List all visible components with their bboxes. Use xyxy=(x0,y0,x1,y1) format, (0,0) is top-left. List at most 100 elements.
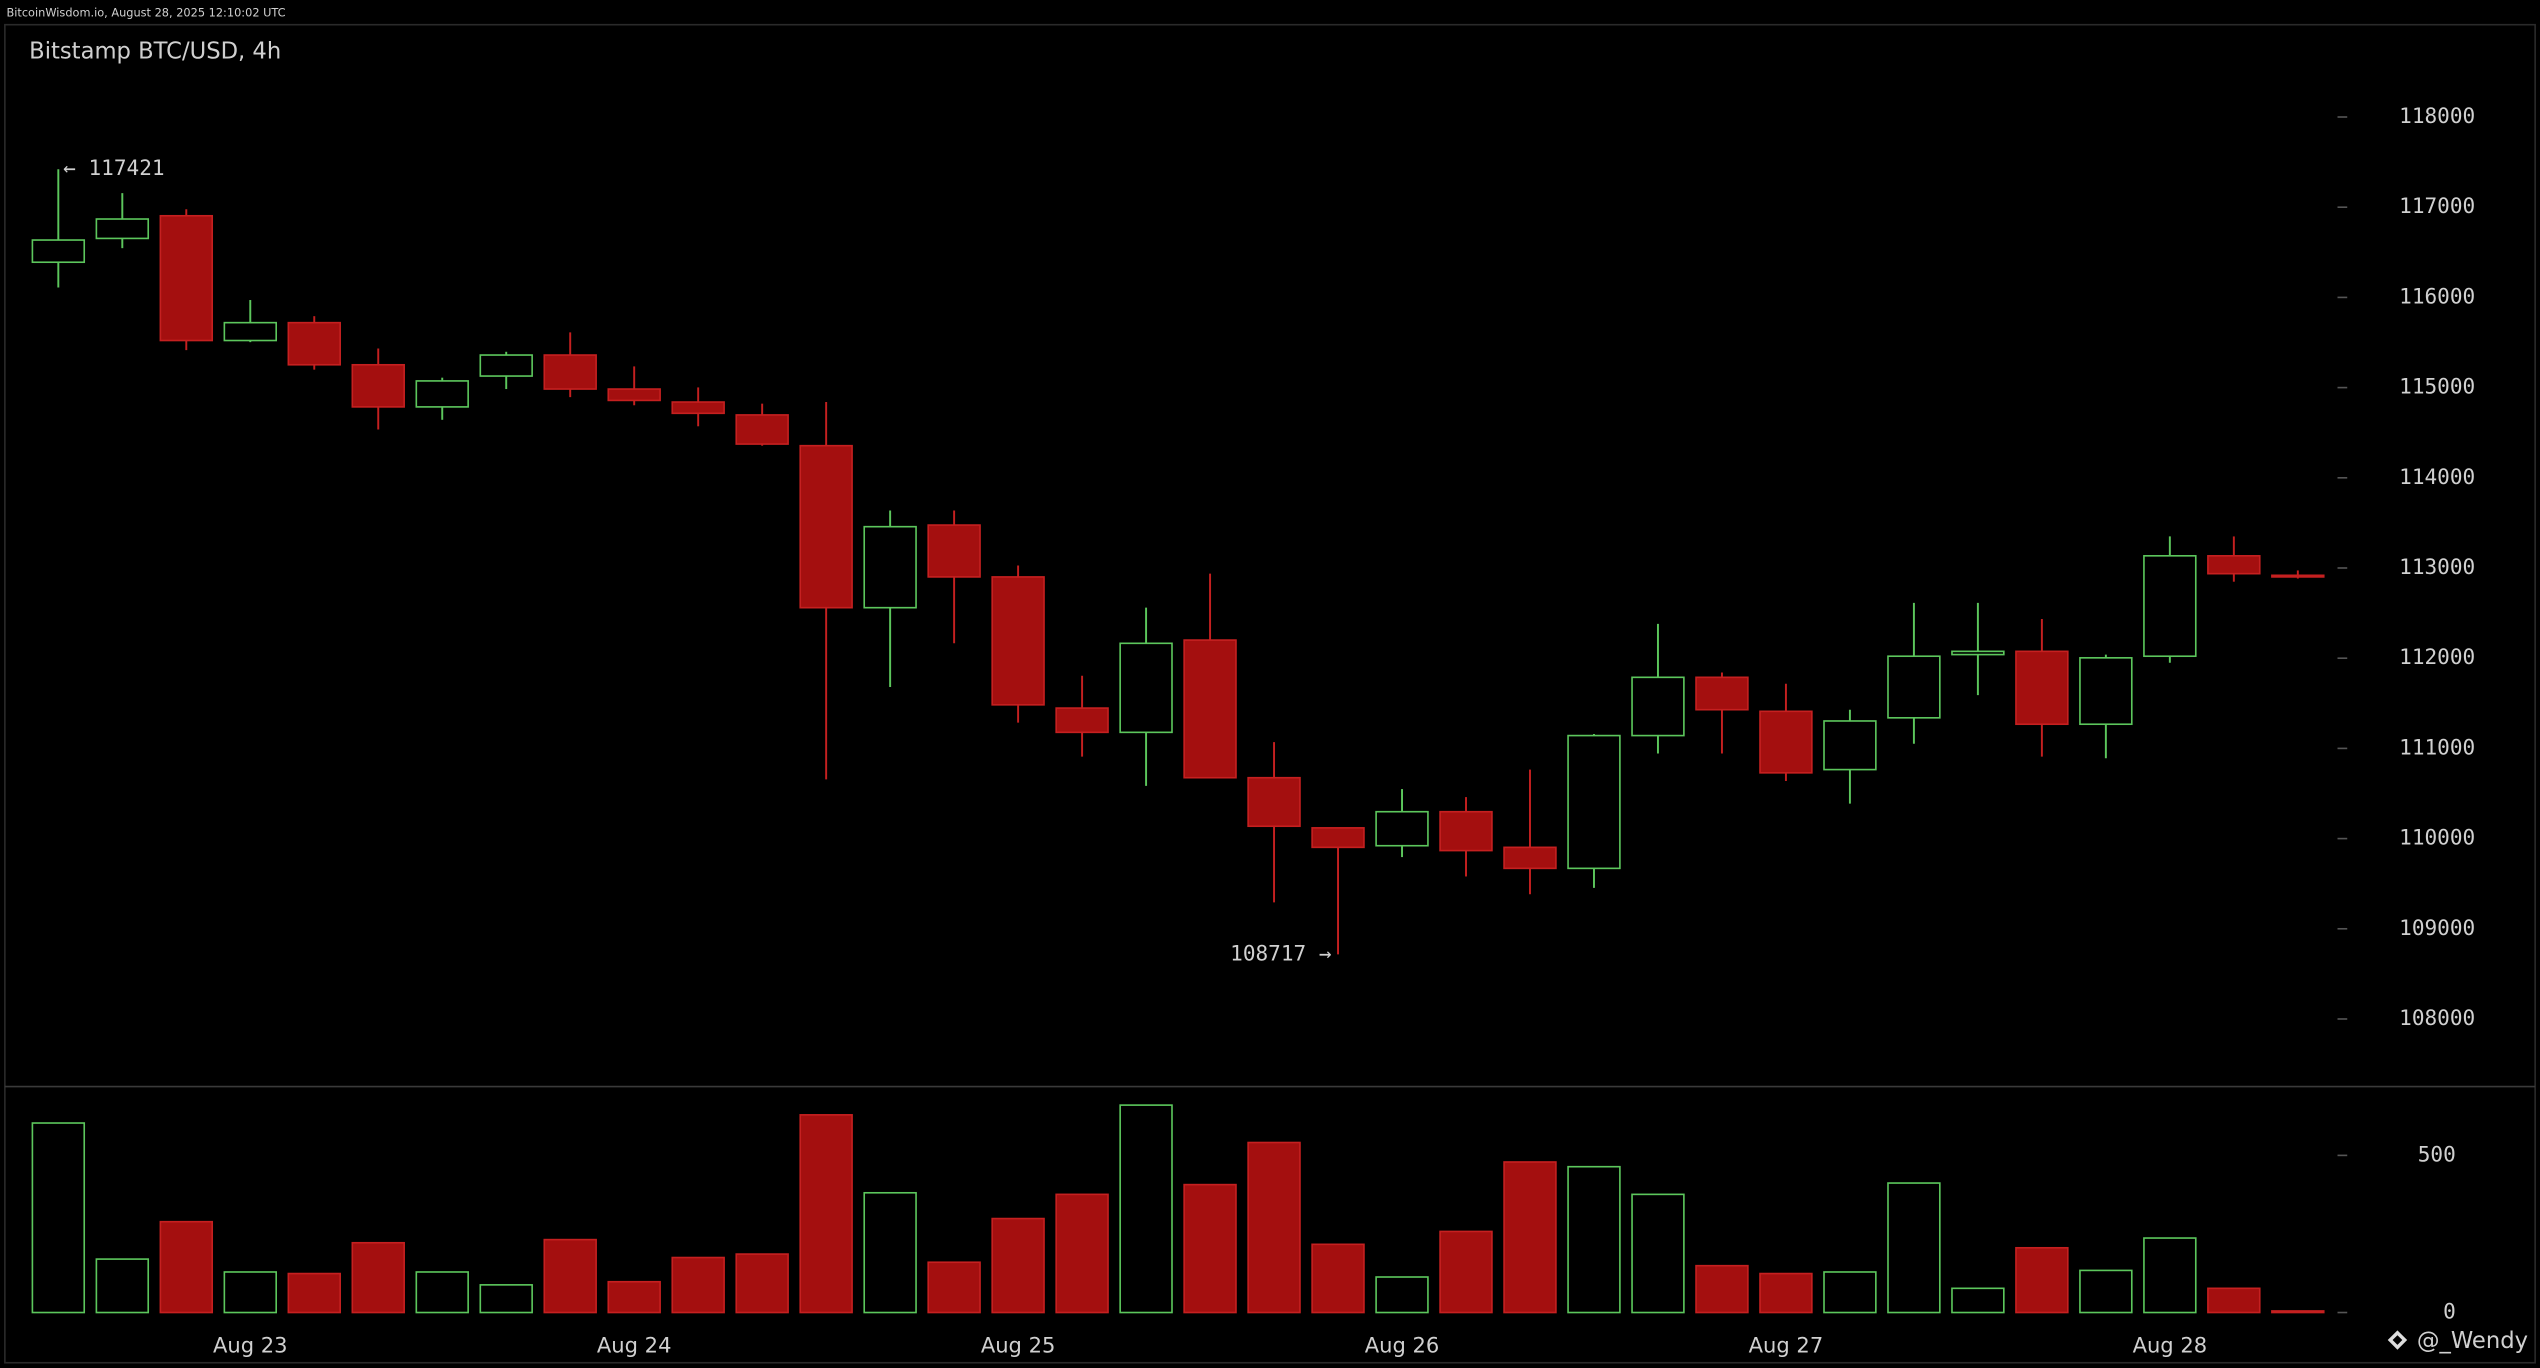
volume-bar xyxy=(31,1122,86,1314)
y-tick-label: 115000 xyxy=(2399,374,2475,399)
y2-tick-label: 500 xyxy=(2418,1141,2456,1166)
candle-body xyxy=(1055,707,1109,734)
volume-bar xyxy=(2015,1246,2069,1314)
volume-bar xyxy=(1695,1264,1749,1314)
candle-body xyxy=(2079,657,2133,726)
volume-bar xyxy=(1887,1182,1941,1314)
volume-bar xyxy=(799,1114,853,1314)
x-tick-label: Aug 26 xyxy=(1365,1333,1440,1358)
candle-body xyxy=(2015,650,2069,726)
y2-tick-label: 0 xyxy=(2443,1299,2456,1324)
volume-bar xyxy=(1631,1193,1685,1314)
annotation-low: 108717 → xyxy=(1230,940,1331,965)
candle-body xyxy=(735,414,789,445)
candle-body xyxy=(1695,676,1749,711)
y-tick-label: 110000 xyxy=(2399,825,2475,850)
candle-body xyxy=(479,354,533,377)
candle-body xyxy=(863,525,917,609)
watermark: @_Wendy xyxy=(2387,1328,2528,1354)
candle-body xyxy=(927,524,981,578)
chart-title: Bitstamp BTC/USD, 4h xyxy=(29,39,281,65)
volume-bar xyxy=(95,1258,150,1314)
candle-body xyxy=(31,239,86,264)
candle-body xyxy=(95,218,150,240)
candle-body xyxy=(1887,655,1941,719)
candle-body xyxy=(1631,676,1685,737)
annotation-high: ← 117421 xyxy=(63,155,164,180)
volume-bar xyxy=(415,1271,469,1314)
candle-body xyxy=(2207,555,2261,575)
volume-bar xyxy=(287,1272,341,1314)
candle-body xyxy=(1567,734,1621,870)
x-tick-label: Aug 28 xyxy=(2133,1333,2208,1358)
y-tick-label: 111000 xyxy=(2399,734,2475,759)
volume-bar xyxy=(1503,1161,1557,1314)
volume-bar xyxy=(2207,1287,2261,1314)
x-tick-label: Aug 23 xyxy=(213,1333,288,1358)
candle-body xyxy=(1759,710,1813,774)
volume-bar xyxy=(2079,1269,2133,1314)
y-tick-label: 112000 xyxy=(2399,644,2475,669)
y-tick-label: 109000 xyxy=(2399,915,2475,940)
candle-body xyxy=(1823,720,1877,771)
y-tick-label: 118000 xyxy=(2399,103,2475,128)
candle-body xyxy=(1247,776,1301,828)
y-tick-label: 117000 xyxy=(2399,193,2475,218)
y-tick-label: 114000 xyxy=(2399,464,2475,489)
volume-bar xyxy=(2143,1237,2197,1314)
volume-bar xyxy=(543,1238,597,1314)
candle-body xyxy=(1183,639,1237,779)
volume-bar xyxy=(735,1253,789,1314)
volume-bar xyxy=(223,1271,278,1314)
volume-bar xyxy=(671,1256,725,1314)
volume-bar xyxy=(351,1241,405,1314)
volume-bar xyxy=(991,1217,1045,1314)
volume-bar xyxy=(1823,1271,1877,1314)
volume-bar xyxy=(1119,1104,1173,1314)
candle-body xyxy=(223,321,278,342)
volume-bar xyxy=(1439,1230,1493,1314)
volume-bar xyxy=(607,1280,661,1314)
watermark-text: @_Wendy xyxy=(2417,1328,2528,1354)
volume-bar xyxy=(1375,1276,1429,1314)
candle-body xyxy=(415,380,469,408)
volume-bar xyxy=(1759,1272,1813,1314)
candle-body xyxy=(1311,827,1365,849)
volume-bar xyxy=(479,1284,533,1314)
y-tick-label: 116000 xyxy=(2399,283,2475,308)
candle-body xyxy=(159,214,214,342)
candle-body xyxy=(351,363,405,408)
candle-body xyxy=(607,388,661,402)
candle-body xyxy=(1951,650,2005,656)
watermark-icon xyxy=(2387,1330,2408,1350)
candle-body xyxy=(543,354,597,390)
y-tick-label: 113000 xyxy=(2399,554,2475,579)
volume-bar xyxy=(1951,1287,2005,1314)
candle-body xyxy=(2271,574,2325,578)
y-tick-label: 108000 xyxy=(2399,1005,2475,1030)
volume-bar xyxy=(2271,1310,2325,1314)
volume-bar xyxy=(1567,1165,1621,1314)
candle-body xyxy=(1503,846,1557,870)
volume-bar xyxy=(159,1220,214,1314)
volume-bar xyxy=(1183,1183,1237,1314)
volume-bar xyxy=(1055,1193,1109,1314)
candle-body xyxy=(2143,555,2197,658)
volume-bar xyxy=(1247,1141,1301,1314)
candle-body xyxy=(1119,642,1173,734)
candle-body xyxy=(287,321,341,366)
candle-body xyxy=(1439,810,1493,852)
candle-body xyxy=(1375,810,1429,847)
x-tick-label: Aug 24 xyxy=(597,1333,672,1358)
header: BitcoinWisdom.io, August 28, 2025 12:10:… xyxy=(6,5,285,19)
volume-bar xyxy=(863,1191,917,1314)
candle-body xyxy=(991,576,1045,706)
volume-bar xyxy=(927,1261,981,1314)
frame xyxy=(4,23,2536,1364)
volume-bar xyxy=(1311,1243,1365,1314)
x-tick-label: Aug 25 xyxy=(981,1333,1056,1358)
x-tick-label: Aug 27 xyxy=(1749,1333,1824,1358)
candle-body xyxy=(671,401,725,415)
